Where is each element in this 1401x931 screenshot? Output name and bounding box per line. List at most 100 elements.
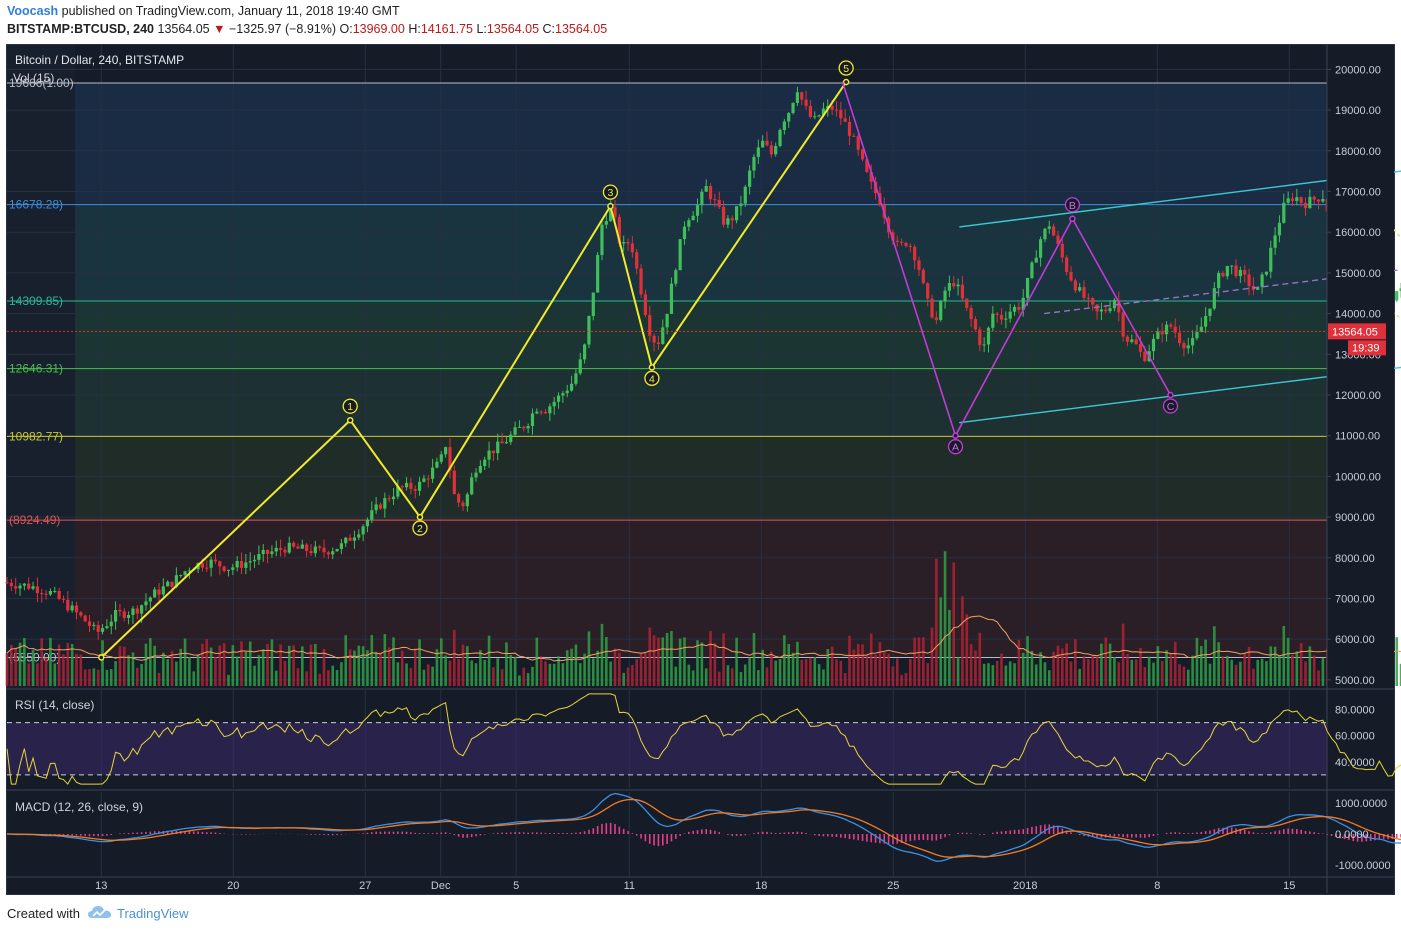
volume-bar — [162, 652, 165, 686]
fib-zone — [75, 83, 1327, 205]
volume-bar — [991, 665, 995, 686]
candle-body — [1225, 265, 1229, 277]
volume-bar — [939, 597, 943, 686]
author-name[interactable]: Voocash — [7, 4, 59, 18]
volume-bar — [1082, 656, 1086, 686]
candle-body — [1082, 287, 1086, 298]
volume-bar — [661, 637, 665, 686]
candle-body — [804, 99, 808, 106]
candle-body — [452, 470, 456, 495]
volume-bar — [170, 650, 174, 686]
candle-body — [674, 270, 678, 284]
volume-bar — [144, 643, 148, 686]
candle-body — [439, 454, 443, 462]
volume-bar — [639, 652, 643, 686]
candle-body — [5, 582, 9, 584]
volume-bar — [1056, 645, 1060, 686]
candle-body — [252, 559, 257, 562]
volume-bar — [1078, 668, 1081, 686]
candle-body — [491, 450, 495, 454]
volume-bar — [253, 665, 256, 686]
volume-bar — [687, 664, 691, 686]
volume-bar — [613, 648, 617, 686]
candle-body — [717, 199, 721, 207]
abc-label: C — [1167, 401, 1175, 413]
volume-bar — [1221, 656, 1225, 686]
candle-body — [665, 313, 669, 328]
volume-bar — [869, 633, 873, 686]
volume-bar — [1243, 653, 1247, 686]
candle-body — [543, 412, 548, 414]
candle-body — [44, 593, 48, 595]
tradingview-brand[interactable]: TradingView — [117, 906, 189, 921]
candle-body — [526, 425, 530, 429]
volume-bar — [392, 637, 395, 686]
volume-bar — [205, 639, 209, 686]
candle-body — [261, 549, 265, 555]
volume-bar — [1117, 662, 1121, 686]
candle-body — [817, 115, 821, 117]
candle-body — [31, 586, 35, 589]
volume-bar — [88, 669, 91, 686]
volume-bar — [1204, 639, 1207, 686]
abc-badge — [947, 439, 964, 455]
volume-bar — [609, 661, 612, 686]
candle-body — [1212, 288, 1216, 309]
abc-point — [952, 432, 959, 439]
candle-body — [1117, 299, 1121, 313]
candle-body — [27, 583, 31, 589]
candle-body — [1273, 235, 1277, 248]
abc-point — [1069, 215, 1076, 223]
price-tick-label: 8000.00 — [1335, 553, 1375, 565]
volume-bar — [700, 642, 704, 686]
volume-bar — [448, 660, 452, 686]
volume-bar — [36, 663, 39, 686]
last-price-label: 13564.05 — [1332, 326, 1378, 338]
volume-bar — [57, 644, 61, 686]
candle-body — [1260, 274, 1264, 287]
candle-body — [609, 207, 613, 222]
candle-body — [57, 590, 61, 599]
candle-body — [205, 567, 209, 569]
wave-label: 3 — [608, 187, 614, 199]
candle-body — [1151, 338, 1156, 352]
candle-body — [934, 317, 938, 320]
volume-bar — [1282, 625, 1286, 686]
candle-body — [556, 395, 561, 402]
volume-bar — [1008, 661, 1012, 686]
wave-label: 1 — [347, 401, 353, 413]
volume-bar — [70, 643, 74, 686]
candle-body — [947, 283, 951, 291]
candle-body — [939, 301, 943, 320]
volume-bar — [1265, 661, 1268, 686]
volume-bar — [483, 659, 487, 686]
volume-bar — [179, 648, 183, 686]
candle-body — [1060, 243, 1064, 258]
candle-body — [943, 290, 947, 302]
time-tick-label: 2018 — [1013, 880, 1037, 892]
candle-body — [335, 548, 339, 552]
wave-point — [842, 78, 850, 86]
candle-body — [478, 466, 482, 473]
volume-bar — [618, 652, 621, 686]
candle-body — [808, 105, 813, 117]
volume-bar — [400, 650, 404, 686]
tradingview-cloud-icon[interactable] — [88, 905, 112, 919]
volume-bar — [1291, 654, 1294, 686]
candle-body — [361, 526, 365, 535]
candle-body — [387, 498, 391, 500]
candle-body — [326, 552, 330, 555]
volume-bar — [1169, 653, 1173, 686]
candle-body — [122, 611, 126, 618]
volume-bar — [453, 630, 456, 686]
candle-body — [565, 390, 569, 394]
volume-bar — [878, 642, 882, 686]
candle-body — [535, 411, 539, 414]
candle-body — [74, 605, 79, 613]
candle-body — [409, 482, 413, 490]
volume-bar — [314, 643, 317, 686]
volume-bar — [757, 670, 760, 686]
volume-bar — [735, 637, 738, 686]
volume-bar — [1191, 655, 1194, 686]
